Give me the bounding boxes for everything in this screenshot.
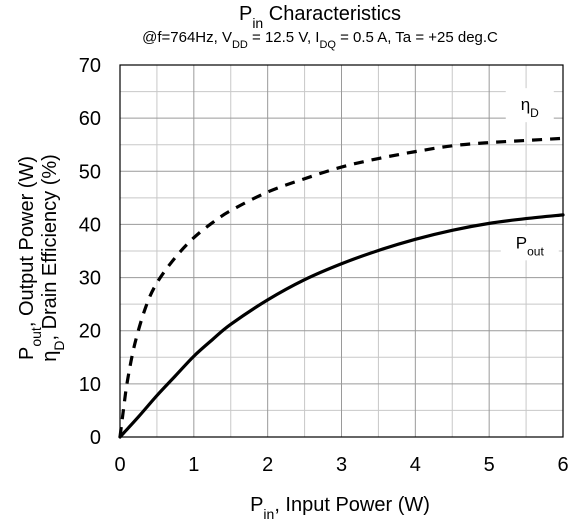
y-tick-label: 10 <box>79 374 101 396</box>
x-axis-label: Pin, Input Power (W) <box>250 494 430 521</box>
x-tick-label: 2 <box>262 454 273 476</box>
drain-efficiency-series-line <box>118 136 564 438</box>
y-tick-label: 30 <box>79 268 101 290</box>
y-axis-label-line2: ηD, Drain Efficiency (%) <box>39 154 67 362</box>
output-power-series-label: Pout <box>516 233 545 258</box>
legend-layer: Pout ηD <box>500 88 559 261</box>
y-axis-label-line1: Pout, Output Power (W) <box>16 156 44 360</box>
x-tick-label: 3 <box>336 454 347 476</box>
drain-efficiency-label-background <box>505 88 554 123</box>
x-tick-label: 0 <box>114 454 125 476</box>
chart-title: Pin Characteristics <box>239 3 401 31</box>
output-power-label-background <box>500 226 559 261</box>
y-tick-label: 50 <box>79 161 101 183</box>
y-tick-label: 40 <box>79 214 101 236</box>
x-tick-label: 4 <box>410 454 421 476</box>
y-tick-label: 20 <box>79 321 101 343</box>
x-tick-label: 6 <box>557 454 568 476</box>
series-layer <box>118 136 565 439</box>
x-tick-label: 5 <box>484 454 495 476</box>
plot-area-border <box>119 64 564 438</box>
y-tick-label: 0 <box>90 427 101 449</box>
chart-subtitle: @f=764Hz, VDD = 12.5 V, IDQ = 0.5 A, Ta … <box>142 29 498 51</box>
y-tick-label: 60 <box>79 108 101 130</box>
y-tick-label: 70 <box>79 55 101 77</box>
x-tick-label: 1 <box>188 454 199 476</box>
drain-efficiency-series-label: ηD <box>521 95 539 120</box>
output-power-series-line <box>118 213 565 439</box>
